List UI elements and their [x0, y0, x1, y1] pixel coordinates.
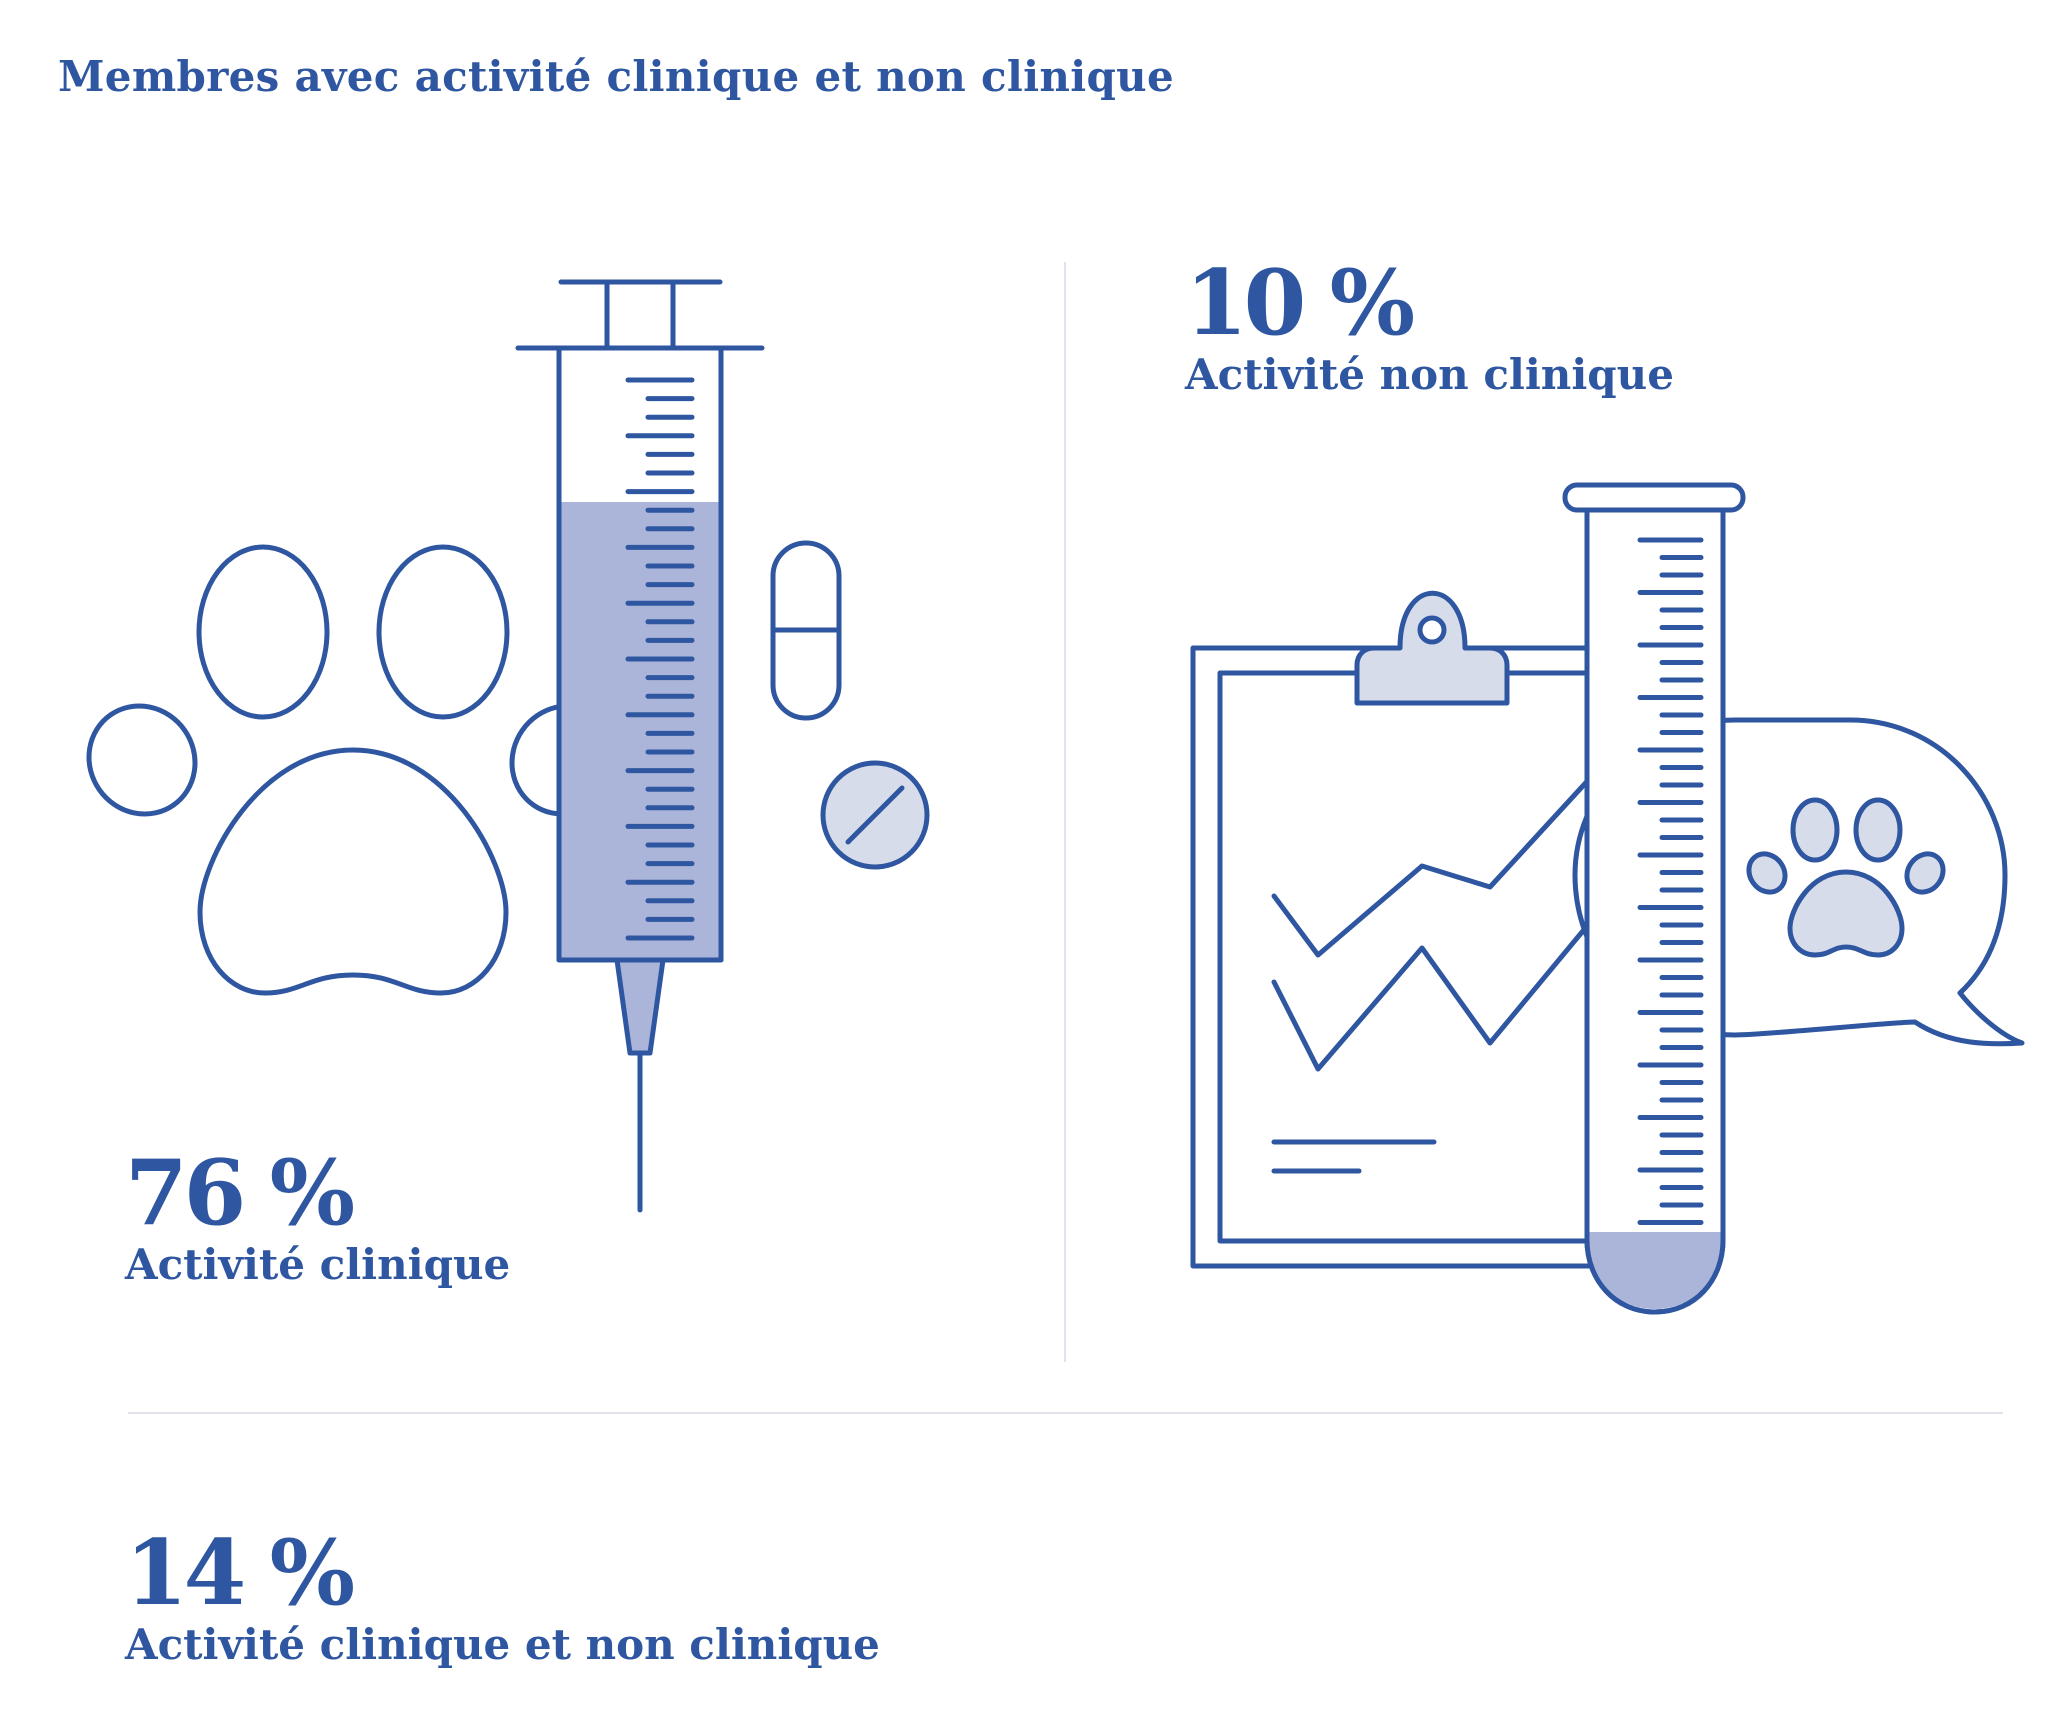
stat-both: 14 % Activité clinique et non clinique [125, 1528, 880, 1670]
vertical-divider [1064, 262, 1066, 1362]
tablet-icon [820, 760, 930, 870]
stat-clinical-label: Activité clinique [125, 1240, 511, 1289]
stat-both-label: Activité clinique et non clinique [125, 1620, 880, 1669]
test-tube-icon [1562, 482, 1746, 1315]
capsule-icon [770, 540, 842, 721]
test-tube-ticks [1637, 537, 1704, 1225]
horizontal-divider [128, 1412, 2003, 1414]
syringe-icon [515, 279, 765, 1213]
stat-non-clinical-value: 10 % [1185, 250, 1415, 356]
stat-both-value: 14 % [125, 1520, 355, 1626]
page-title: Membres avec activité clinique et non cl… [58, 52, 1174, 101]
paw-icon [86, 544, 621, 996]
stat-non-clinical-label: Activité non clinique [1185, 350, 1674, 399]
clipboard-chart-icon [1190, 590, 1616, 1269]
stat-clinical: 76 % Activité clinique [125, 1148, 510, 1290]
stat-clinical-value: 76 % [125, 1140, 355, 1246]
stat-non-clinical: 10 % Activité non clinique [1185, 258, 1674, 400]
syringe-ticks [625, 377, 695, 941]
